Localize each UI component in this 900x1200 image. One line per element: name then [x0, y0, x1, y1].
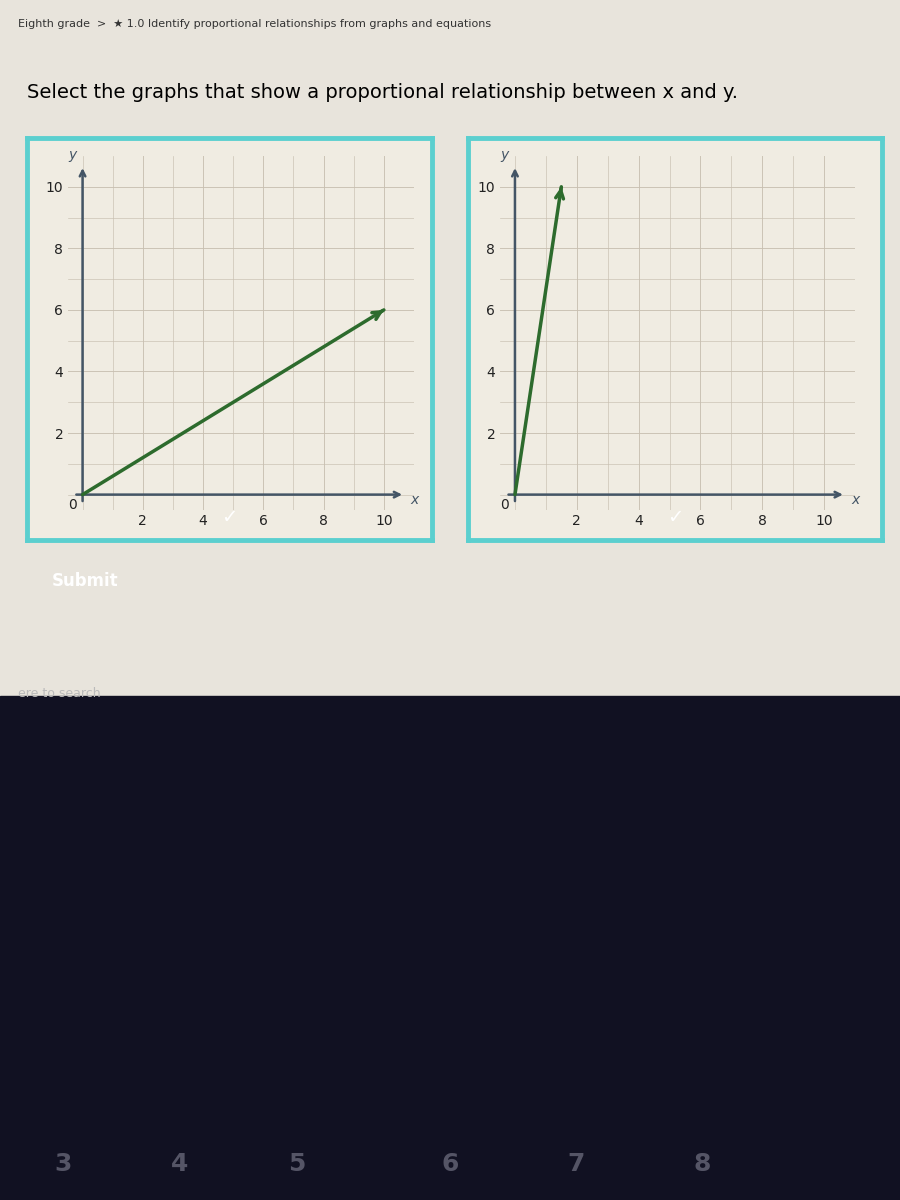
Text: x: x [850, 493, 860, 506]
Text: ✓: ✓ [667, 508, 683, 527]
Text: 0: 0 [500, 498, 508, 512]
Text: 7: 7 [567, 1152, 585, 1176]
Text: 4: 4 [171, 1152, 189, 1176]
Text: 5: 5 [288, 1152, 306, 1176]
Text: x: x [410, 493, 418, 506]
Text: ere to search: ere to search [18, 688, 101, 700]
Text: 8: 8 [693, 1152, 711, 1176]
Text: 0: 0 [68, 498, 76, 512]
Text: Select the graphs that show a proportional relationship between x and y.: Select the graphs that show a proportion… [27, 84, 738, 102]
Text: y: y [68, 148, 76, 162]
Text: y: y [500, 148, 508, 162]
Text: Submit: Submit [52, 571, 119, 589]
Text: 3: 3 [54, 1152, 72, 1176]
Text: Eighth grade  >  ★ 1.0 Identify proportional relationships from graphs and equat: Eighth grade > ★ 1.0 Identify proportion… [18, 19, 491, 29]
Text: 6: 6 [441, 1152, 459, 1176]
Text: ✓: ✓ [221, 508, 238, 527]
